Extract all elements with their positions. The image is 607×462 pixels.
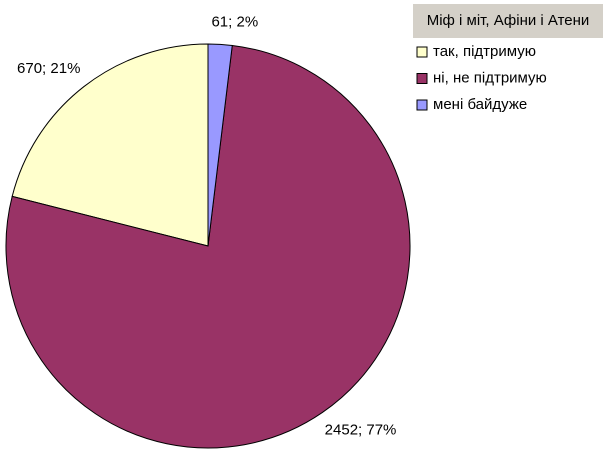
chart-title: Міф і міт, Афіни і Атени xyxy=(427,12,590,29)
legend-swatch xyxy=(416,73,428,84)
data-label: 670; 21% xyxy=(17,60,80,77)
legend-title-box xyxy=(413,4,603,38)
data-label: 2452; 77% xyxy=(325,422,397,439)
legend-label: ні, не підтримую xyxy=(433,69,547,86)
legend-label: так, підтримую xyxy=(433,43,536,60)
pie-slice xyxy=(5,44,411,449)
legend-swatch xyxy=(416,46,428,58)
legend-label: мені байдуже xyxy=(433,96,527,113)
data-label: 61; 2% xyxy=(211,13,258,30)
pie-slice xyxy=(11,43,209,247)
pie-slice xyxy=(207,43,233,247)
legend-swatch xyxy=(416,99,428,111)
